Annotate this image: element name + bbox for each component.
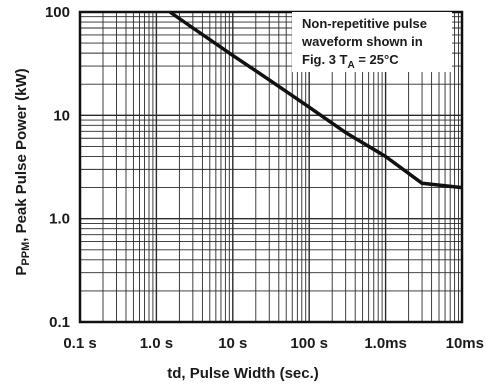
x-tick-label: 1.0ms bbox=[364, 335, 407, 352]
x-tick-label: 100 s bbox=[290, 335, 328, 352]
y-tick-labels: 0.1 1.0 10 100 bbox=[45, 4, 70, 331]
annotation-line-2: waveform shown in bbox=[301, 34, 423, 49]
annotation-box: Non-repetitive pulse waveform shown in F… bbox=[292, 12, 452, 72]
y-tick-label: 100 bbox=[45, 4, 70, 21]
x-tick-labels: 0.1 s 1.0 s 10 s 100 s 1.0ms 10ms bbox=[63, 335, 484, 352]
y-axis-label: PPPM, Peak Pulse Power (kW) bbox=[13, 68, 32, 275]
y-tick-label: 1.0 bbox=[49, 211, 70, 228]
series-line bbox=[168, 10, 463, 190]
y-axis-label-rest: , Peak Pulse Power (kW) bbox=[13, 68, 30, 241]
annotation-subscript: A bbox=[348, 60, 355, 71]
annotation-line-1: Non-repetitive pulse bbox=[302, 16, 427, 31]
annotation-line-3-text: Fig. 3 T bbox=[302, 52, 348, 67]
annotation-line-3: Fig. 3 TA = 25°C bbox=[302, 52, 399, 71]
series-group bbox=[168, 10, 463, 190]
x-axis-label: td, Pulse Width (sec.) bbox=[167, 365, 319, 382]
annotation-line-3-tail: = 25°C bbox=[355, 52, 399, 67]
grid bbox=[79, 12, 462, 323]
plot-frame bbox=[78, 10, 464, 324]
y-tick-label: 10 bbox=[53, 107, 70, 124]
y-axis-label-sub: PPM bbox=[20, 242, 32, 266]
x-tick-label: 1.0 s bbox=[140, 335, 173, 352]
x-tick-label: 10ms bbox=[446, 335, 484, 352]
x-tick-label: 0.1 s bbox=[63, 335, 96, 352]
y-tick-label: 0.1 bbox=[49, 314, 70, 331]
y-axis-label-p: P bbox=[13, 266, 30, 276]
annotation-background bbox=[292, 12, 452, 72]
x-tick-label: 10 s bbox=[218, 335, 247, 352]
